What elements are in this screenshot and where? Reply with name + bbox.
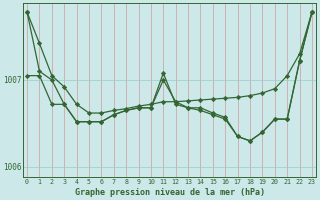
X-axis label: Graphe pression niveau de la mer (hPa): Graphe pression niveau de la mer (hPa): [75, 188, 265, 197]
